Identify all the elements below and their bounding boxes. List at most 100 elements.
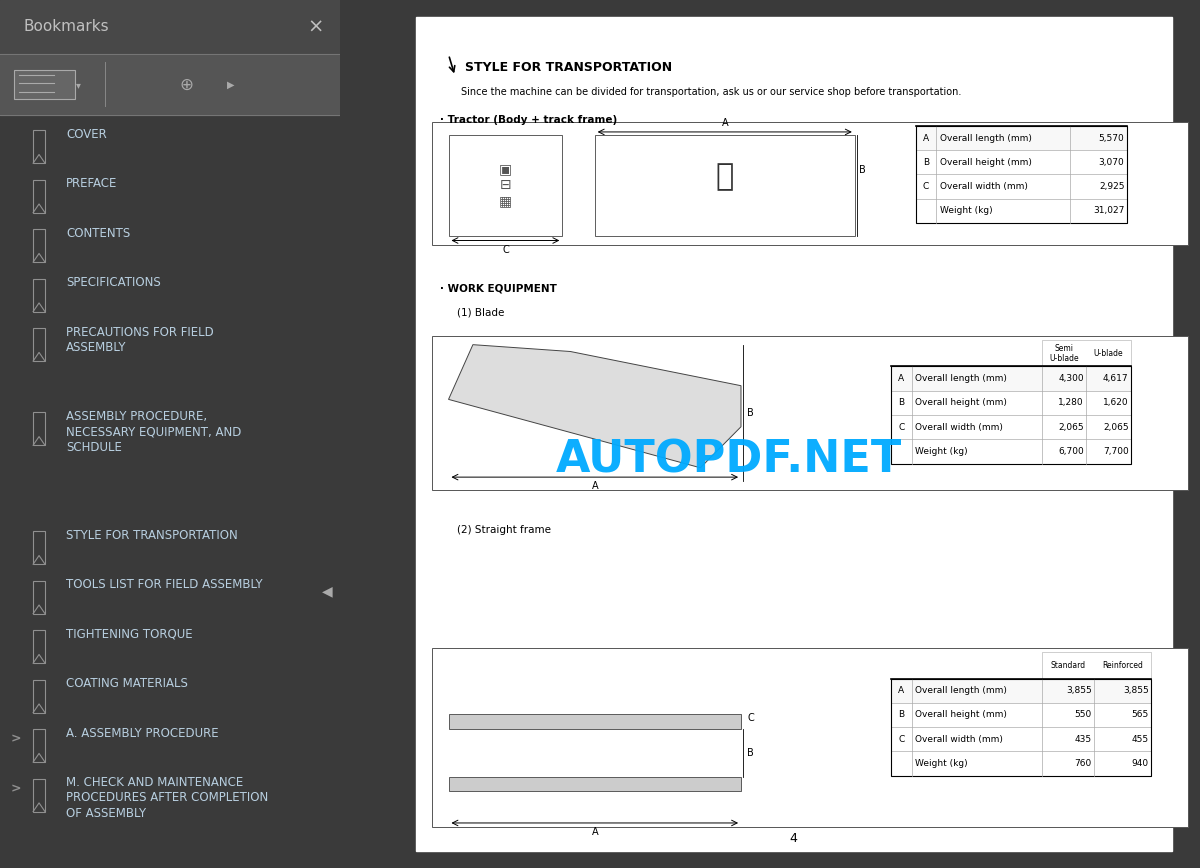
Text: PRECAUTIONS FOR FIELD
ASSEMBLY: PRECAUTIONS FOR FIELD ASSEMBLY [66,326,214,354]
Text: A. ASSEMBLY PROCEDURE: A. ASSEMBLY PROCEDURE [66,727,218,740]
Text: Weight (kg): Weight (kg) [914,447,967,456]
Bar [449,714,740,729]
Text: SPECIFICATIONS: SPECIFICATIONS [66,276,161,289]
Bar [916,150,1127,174]
Bar [1042,340,1130,366]
Text: 6,700: 6,700 [1058,447,1084,456]
Text: (2) Straight frame: (2) Straight frame [457,525,551,535]
Text: A: A [923,134,929,142]
Bar [892,752,1151,776]
Text: C: C [502,245,509,255]
Bar [916,174,1127,199]
Bar [892,366,1130,464]
Text: A: A [899,687,905,695]
Text: B: B [899,398,905,407]
Text: Weight (kg): Weight (kg) [940,207,992,215]
Text: 3,855: 3,855 [1067,687,1092,695]
Bar [1042,653,1151,679]
Text: ⊕: ⊕ [180,76,193,94]
Text: B: B [748,408,755,418]
Text: ×: × [307,17,324,36]
Bar [449,135,563,236]
Text: Standard: Standard [1050,661,1086,670]
Text: B: B [899,711,905,720]
Bar [595,135,854,236]
Text: 31,027: 31,027 [1093,207,1124,215]
Text: 940: 940 [1132,760,1148,768]
Text: STYLE FOR TRANSPORTATION: STYLE FOR TRANSPORTATION [464,61,672,74]
Text: Overall height (mm): Overall height (mm) [914,398,1007,407]
Text: M. CHECK AND MAINTENANCE
PROCEDURES AFTER COMPLETION
OF ASSEMBLY: M. CHECK AND MAINTENANCE PROCEDURES AFTE… [66,776,269,820]
Text: >: > [10,782,20,795]
FancyBboxPatch shape [13,70,74,99]
Bar [916,126,1127,223]
Text: PREFACE: PREFACE [66,177,118,190]
Text: B: B [859,165,865,175]
Text: ◀: ◀ [322,584,332,598]
Text: ▶: ▶ [227,80,235,90]
Text: Semi
U-blade: Semi U-blade [1049,344,1079,363]
Bar [892,703,1151,727]
Text: 2,925: 2,925 [1099,182,1124,191]
Text: Reinforced: Reinforced [1103,661,1144,670]
Text: ▾: ▾ [76,80,80,90]
Text: 4,300: 4,300 [1058,374,1084,383]
Text: Overall length (mm): Overall length (mm) [914,687,1007,695]
Text: · WORK EQUIPMENT: · WORK EQUIPMENT [440,284,557,294]
Text: C: C [923,182,929,191]
Bar [432,122,1188,245]
Text: ASSEMBLY PROCEDURE,
NECESSARY EQUIPMENT, AND
SCHDULE: ASSEMBLY PROCEDURE, NECESSARY EQUIPMENT,… [66,410,241,454]
Text: 4,617: 4,617 [1103,374,1128,383]
Text: 3,070: 3,070 [1099,158,1124,167]
Bar [892,679,1151,776]
Text: TOOLS LIST FOR FIELD ASSEMBLY: TOOLS LIST FOR FIELD ASSEMBLY [66,578,263,591]
Bar [892,439,1130,464]
Text: Overall height (mm): Overall height (mm) [940,158,1032,167]
Text: TIGHTENING TORQUE: TIGHTENING TORQUE [66,628,193,641]
Text: A: A [899,374,905,383]
Text: ▣
⊟
▦: ▣ ⊟ ▦ [499,162,512,208]
Text: B: B [748,748,755,758]
Text: COVER: COVER [66,128,107,141]
Text: STYLE FOR TRANSPORTATION: STYLE FOR TRANSPORTATION [66,529,238,542]
Text: A: A [592,482,598,491]
Text: 435: 435 [1075,735,1092,744]
Text: 5,570: 5,570 [1099,134,1124,142]
Text: Overall width (mm): Overall width (mm) [940,182,1028,191]
Text: · Tractor (Body + track frame): · Tractor (Body + track frame) [440,115,618,125]
Text: >: > [10,733,20,746]
Text: 1,280: 1,280 [1058,398,1084,407]
Text: A: A [721,117,728,128]
Text: 550: 550 [1075,711,1092,720]
Bar [916,126,1127,150]
Bar [892,366,1130,391]
Bar [892,679,1151,703]
Text: COATING MATERIALS: COATING MATERIALS [66,677,188,690]
Text: Weight (kg): Weight (kg) [914,760,967,768]
Bar [432,336,1188,490]
Text: (1) Blade: (1) Blade [457,307,504,318]
Text: AUTOPDF.NET: AUTOPDF.NET [556,438,902,482]
Bar [916,199,1127,223]
Bar [449,777,740,792]
Bar [0,0,340,54]
Text: 2,065: 2,065 [1103,423,1128,431]
Text: 4: 4 [790,832,798,845]
Text: Overall length (mm): Overall length (mm) [940,134,1032,142]
Text: CONTENTS: CONTENTS [66,227,131,240]
Bar [892,727,1151,752]
Text: Bookmarks: Bookmarks [24,19,109,35]
Text: 1,620: 1,620 [1103,398,1128,407]
Bar [432,648,1188,827]
Text: Since the machine can be divided for transportation, ask us or our service shop : Since the machine can be divided for tra… [461,88,961,97]
Text: Overall width (mm): Overall width (mm) [914,423,1003,431]
Polygon shape [449,345,740,468]
Text: 3,855: 3,855 [1123,687,1148,695]
Text: B: B [923,158,929,167]
Text: C: C [899,735,905,744]
Text: 565: 565 [1132,711,1148,720]
Text: U-blade: U-blade [1093,349,1123,358]
Text: 2,065: 2,065 [1058,423,1084,431]
Text: Overall width (mm): Overall width (mm) [914,735,1003,744]
Text: C: C [899,423,905,431]
